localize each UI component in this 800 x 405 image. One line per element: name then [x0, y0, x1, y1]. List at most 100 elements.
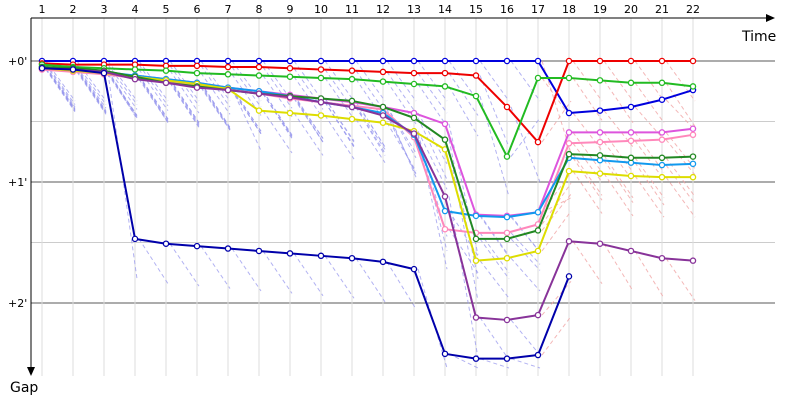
dashed-connector-line	[45, 67, 76, 110]
data-point	[69, 66, 77, 73]
data-point	[627, 129, 635, 136]
data-point	[193, 84, 201, 91]
data-point	[503, 213, 511, 221]
dashed-connector-line	[572, 157, 603, 201]
dashed-connector-line	[417, 130, 448, 190]
data-point	[534, 351, 542, 359]
dashed-connector-line	[355, 106, 386, 156]
series-8	[38, 63, 697, 243]
dashed-connector-line	[45, 66, 76, 109]
dashed-connector-line	[200, 83, 231, 130]
data-point	[472, 92, 480, 100]
dashed-connector-line	[572, 170, 603, 214]
series-line	[42, 60, 694, 115]
dashed-connector-line	[169, 81, 200, 126]
data-point	[658, 173, 666, 181]
data-point	[534, 138, 542, 146]
dashed-connector-line	[293, 112, 324, 156]
dashed-connector-line	[169, 80, 200, 125]
data-point	[441, 136, 449, 143]
dashed-connector-line	[572, 132, 603, 173]
data-point	[658, 254, 666, 262]
x-tick-label: 1	[39, 3, 46, 16]
dashed-connector-line	[293, 253, 324, 297]
data-point	[565, 273, 573, 280]
dashed-connector-line	[386, 112, 417, 176]
dashed-connector-line	[262, 75, 293, 118]
x-tick-label: 7	[225, 3, 232, 16]
data-point	[658, 136, 666, 143]
dashed-connector-line	[634, 175, 665, 218]
dashed-connector-line	[541, 100, 572, 143]
data-point	[658, 57, 666, 65]
data-point	[658, 129, 666, 136]
series-line	[41, 60, 693, 144]
series-line	[41, 66, 694, 219]
data-point	[348, 57, 356, 65]
dashed-connector-line	[541, 172, 572, 213]
dashed-connector-line	[293, 76, 324, 119]
data-point	[627, 79, 635, 87]
x-tick-label: 8	[256, 3, 263, 16]
dashed-connector-line	[479, 214, 510, 257]
dashed-connector-line	[603, 243, 634, 292]
dashed-connector-line	[417, 117, 448, 180]
data-point	[596, 129, 604, 136]
dashed-connector-line	[107, 70, 138, 117]
series-line	[41, 68, 694, 234]
dashed-connector-line	[262, 93, 293, 138]
data-point	[627, 172, 635, 180]
series-10	[38, 65, 573, 362]
dashed-connector-line	[510, 232, 541, 265]
dashed-connector-line	[479, 317, 510, 361]
dashed-connector-line	[386, 109, 417, 178]
dashed-connector-line	[417, 112, 448, 165]
series-1	[38, 57, 697, 117]
dashed-connector-line	[324, 115, 355, 160]
data-point	[472, 257, 480, 264]
data-point	[596, 240, 604, 247]
data-point	[255, 107, 263, 114]
data-point	[534, 247, 542, 255]
x-tick-label: 22	[686, 3, 700, 16]
dashed-connector-line	[107, 71, 138, 120]
data-point	[627, 154, 635, 162]
dashed-connector-line	[603, 155, 634, 199]
x-tick-label: 14	[438, 3, 452, 16]
dashed-connector-line	[76, 67, 107, 111]
data-point	[441, 120, 449, 128]
data-point	[286, 94, 294, 101]
dashed-connector-line	[665, 257, 696, 301]
dashed-connector-line	[386, 60, 417, 102]
series-line	[41, 67, 570, 360]
data-point	[379, 78, 387, 85]
data-point	[162, 67, 170, 74]
data-point	[441, 193, 449, 200]
x-axis-title: Time	[741, 29, 776, 45]
data-point	[503, 355, 511, 362]
data-point	[348, 67, 356, 74]
dashed-connector-line	[262, 110, 293, 154]
dashed-connector-line	[324, 60, 355, 102]
series-line	[41, 66, 694, 240]
data-point	[503, 57, 511, 65]
data-point	[410, 130, 418, 137]
data-point	[131, 66, 139, 73]
dashed-connector-line	[541, 193, 572, 231]
x-tick-label: 6	[194, 3, 201, 16]
dashed-connector-line	[479, 60, 510, 102]
dashed-connector-line	[541, 182, 572, 225]
dashed-connector-line	[324, 69, 355, 111]
series-7	[38, 65, 697, 264]
data-point	[503, 254, 511, 262]
dashed-connector-line	[417, 137, 448, 270]
x-tick-label: 17	[531, 3, 545, 16]
data-point	[658, 161, 666, 169]
x-tick-label: 15	[469, 3, 483, 16]
y-tick-label: +0'	[8, 55, 27, 68]
dashed-connector-line	[200, 87, 231, 131]
data-point	[658, 154, 666, 162]
data-point	[596, 138, 604, 146]
dashed-connector-line	[541, 316, 572, 356]
